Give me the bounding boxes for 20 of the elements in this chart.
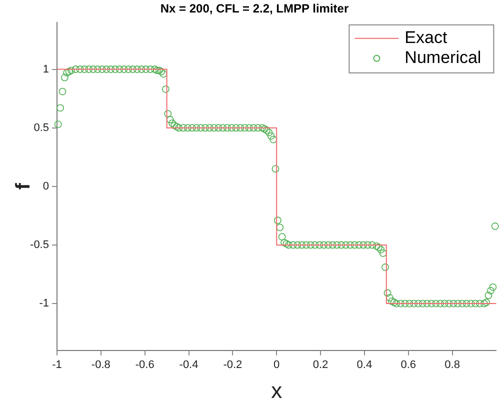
legend-label: Numerical	[404, 48, 482, 68]
chart-title: Nx = 200, CFL = 2.2, LMPP limiter	[160, 2, 349, 16]
x-tick-label: 0.2	[312, 359, 328, 372]
x-tick-label: 0.4	[356, 359, 372, 372]
x-axis-title: x	[271, 378, 282, 403]
x-tick-label: 0.8	[444, 359, 460, 372]
y-tick-label: 0	[42, 180, 49, 192]
y-tick-label: -0.5	[30, 239, 49, 252]
y-tick-label: -1	[39, 298, 49, 310]
y-tick-label: 1	[42, 63, 49, 76]
y-tick-label: 0.5	[34, 122, 49, 134]
x-tick-label: 0.6	[400, 359, 416, 372]
x-tick-label: -1	[52, 359, 62, 372]
x-tick-label: -0.2	[223, 359, 242, 372]
x-tick-label: 0	[274, 359, 280, 372]
x-tick-label: -0.4	[179, 359, 198, 372]
x-tick-label: -0.6	[135, 359, 154, 372]
y-axis-title: f	[12, 182, 35, 190]
legend-label: Exact	[404, 28, 448, 48]
x-tick-label: -0.8	[91, 359, 110, 372]
